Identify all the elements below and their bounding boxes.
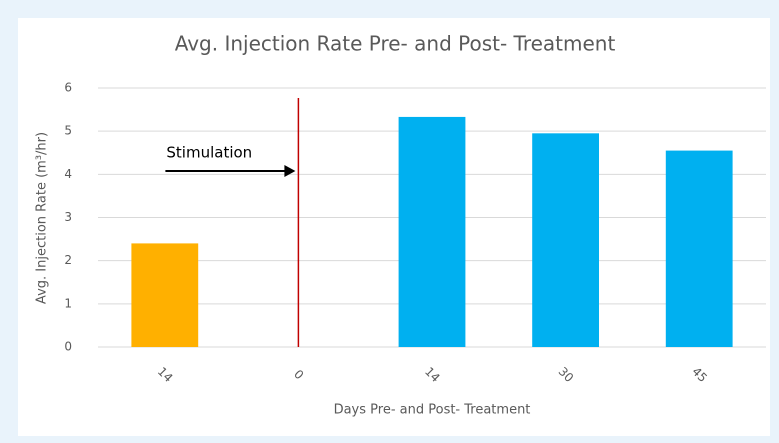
chart-title: Avg. Injection Rate Pre- and Post- Treat… (175, 32, 616, 56)
y-tick-label: 4 (64, 167, 72, 181)
y-axis-label: Avg. Injection Rate (m³/hr) (35, 132, 50, 304)
chart-background (18, 18, 770, 436)
y-tick-label: 3 (64, 210, 72, 224)
bar (532, 133, 599, 347)
x-axis-label: Days Pre- and Post- Treatment (334, 403, 531, 418)
annotation: Stimulation (166, 144, 252, 162)
bar (665, 150, 733, 347)
y-tick-label: 1 (64, 296, 72, 310)
y-tick-label: 2 (64, 253, 72, 267)
bar (131, 243, 199, 347)
annotation-arrowhead (284, 165, 296, 177)
bar (398, 116, 466, 348)
y-tick-label: 5 (64, 124, 72, 138)
y-tick-label: 6 (64, 81, 72, 95)
y-tick-label: 0 (64, 340, 72, 354)
